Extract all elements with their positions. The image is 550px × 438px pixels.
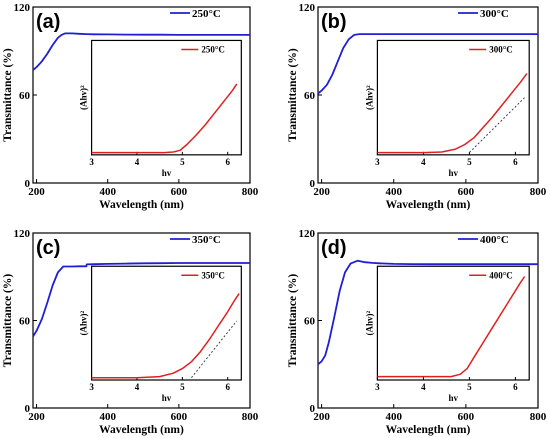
x-tick-label: 200	[313, 186, 330, 198]
x-tick-label: 800	[242, 186, 259, 198]
panel-label: (b)	[321, 11, 347, 33]
x-tick-label: 400	[385, 411, 402, 423]
x-axis-label: Wavelength (nm)	[386, 199, 471, 211]
x-axis-label: Wavelength (nm)	[99, 424, 184, 436]
inset-legend-label: 250°C	[201, 44, 225, 54]
inset-y-axis-label: (Ahv)²	[364, 85, 374, 110]
inset-plot: 3 4 5 6 hv (Ahv)² 400°C	[364, 265, 530, 403]
series-line-0	[317, 259, 538, 365]
x-tick-label: 600	[171, 411, 188, 423]
y-axis-label: Transmittance (%)	[2, 274, 14, 368]
panel-c: 200 400 600 800 0 60 120 Wavelength (nm) Transmi…	[2, 228, 259, 436]
x-tick-label: 800	[530, 411, 547, 423]
inset-x-tick-label: 5	[180, 157, 185, 167]
inset-x-tick-label: 5	[467, 382, 472, 392]
x-tick-label: 600	[458, 411, 475, 423]
inset-x-axis-label: hv	[162, 393, 172, 403]
inset-frame	[376, 39, 530, 156]
inset-tangent-line	[469, 97, 525, 153]
y-tick-label: 60	[304, 90, 316, 102]
inset-x-axis-label: hv	[162, 168, 172, 178]
y-tick-label: 60	[19, 316, 31, 328]
y-tick-label: 120	[14, 228, 31, 240]
series-line-0	[32, 262, 250, 337]
y-tick-label: 60	[304, 316, 316, 328]
inset-legend-label: 300°C	[489, 44, 513, 54]
inset-x-tick-label: 6	[513, 157, 518, 167]
y-tick-label: 0	[25, 178, 31, 190]
legend-label: 400°C	[480, 234, 509, 246]
legend-label: 350°C	[192, 234, 221, 246]
y-axis-label: Transmittance (%)	[287, 274, 299, 368]
y-tick-label: 0	[310, 178, 316, 190]
inset-frame	[90, 265, 242, 381]
inset-legend-label: 350°C	[201, 270, 225, 280]
inset-x-tick-label: 3	[375, 157, 380, 167]
inset-legend-label: 400°C	[489, 270, 513, 280]
inset-frame	[90, 39, 242, 156]
x-axis-label: Wavelength (nm)	[386, 424, 471, 436]
inset-x-tick-label: 4	[421, 382, 426, 392]
inset-x-tick-label: 4	[421, 157, 426, 167]
inset-x-tick-label: 6	[225, 382, 230, 392]
y-tick-label: 0	[25, 403, 31, 415]
x-tick-label: 400	[99, 186, 116, 198]
x-tick-label: 800	[242, 411, 259, 423]
x-tick-label: 400	[99, 411, 116, 423]
series-line-0	[317, 33, 538, 95]
panel-label: (c)	[36, 237, 60, 259]
panel-b: 200 400 600 800 0 60 120 Wavelength (nm) Transmi…	[287, 2, 547, 211]
legend-label: 300°C	[480, 8, 509, 20]
inset-y-axis-label: (Ahv)²	[79, 85, 89, 110]
inset-x-tick-label: 6	[513, 382, 518, 392]
panel-d: 200 400 600 800 0 60 120 Wavelength (nm) Transmi…	[287, 228, 547, 436]
panel-label: (a)	[36, 11, 60, 33]
x-tick-label: 600	[458, 186, 475, 198]
x-tick-label: 400	[385, 186, 402, 198]
inset-x-tick-label: 5	[180, 382, 185, 392]
y-axis-label: Transmittance (%)	[287, 48, 299, 142]
inset-series-line-0	[91, 83, 238, 154]
y-axis-label: Transmittance (%)	[2, 48, 14, 142]
inset-plot: 3 4 5 6 hv (Ahv)² 350°C	[79, 265, 242, 403]
inset-x-tick-label: 4	[135, 157, 140, 167]
inset-plot: 3 4 5 6 hv (Ahv)² 250°C	[79, 39, 242, 178]
inset-x-axis-label: hv	[449, 168, 459, 178]
legend-label: 250°C	[192, 8, 221, 20]
y-tick-label: 120	[14, 2, 31, 14]
y-tick-label: 60	[19, 90, 31, 102]
panel-a: 200 400 600 800 0 60 120 Wavelength (nm) Transmi…	[2, 2, 259, 211]
x-tick-label: 200	[28, 186, 45, 198]
x-tick-label: 200	[313, 411, 330, 423]
inset-plot: 3 4 5 6 hv (Ahv)² 300°C	[364, 39, 530, 178]
inset-x-tick-label: 6	[225, 157, 230, 167]
inset-series-line-0	[91, 293, 240, 379]
inset-x-axis-label: hv	[449, 393, 459, 403]
inset-y-axis-label: (Ahv)²	[79, 310, 89, 335]
x-tick-label: 800	[530, 186, 547, 198]
inset-series-line-0	[377, 276, 526, 378]
x-axis-label: Wavelength (nm)	[99, 199, 184, 211]
y-tick-label: 0	[310, 403, 316, 415]
inset-y-axis-label: (Ahv)²	[364, 310, 374, 335]
y-tick-label: 120	[299, 2, 316, 14]
inset-x-tick-label: 3	[375, 382, 380, 392]
inset-x-tick-label: 4	[135, 382, 140, 392]
inset-frame	[376, 265, 530, 381]
inset-x-tick-label: 5	[467, 157, 472, 167]
inset-x-tick-label: 3	[89, 157, 94, 167]
series-line-0	[32, 32, 250, 71]
x-tick-label: 200	[28, 411, 45, 423]
inset-series-line-0	[377, 73, 528, 154]
inset-x-tick-label: 3	[89, 382, 94, 392]
x-tick-label: 600	[171, 186, 188, 198]
inset-tangent-line	[191, 320, 238, 379]
y-tick-label: 120	[299, 228, 316, 240]
panel-label: (d)	[321, 237, 347, 259]
